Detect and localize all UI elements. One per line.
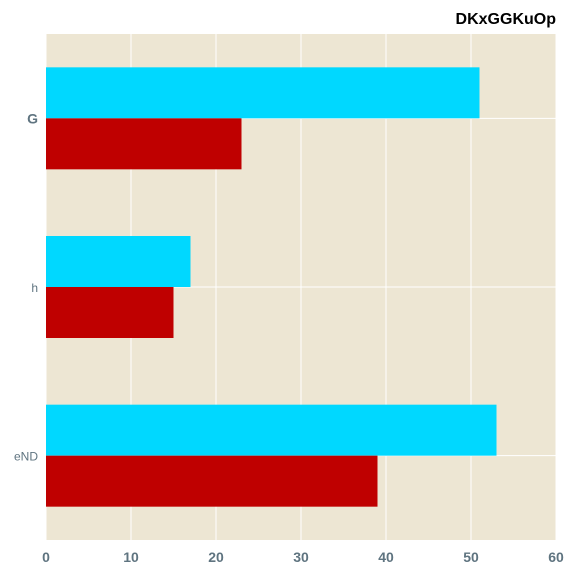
bar-series-1-G bbox=[46, 118, 242, 170]
y-tick-label-G: G bbox=[27, 110, 38, 126]
x-tick-label-1: 10 bbox=[123, 549, 139, 565]
x-tick-label-3: 30 bbox=[293, 549, 309, 565]
bar-series-1-eND bbox=[46, 455, 378, 507]
y-tick-labels: Gh eND bbox=[14, 110, 38, 463]
x-tick-labels: 0 10 20 30 40 50 60 bbox=[42, 549, 564, 565]
bar-series-1-h bbox=[46, 287, 174, 338]
x-tick-label-2: 20 bbox=[208, 549, 224, 565]
bars bbox=[46, 67, 497, 507]
x-tick-label-5: 50 bbox=[463, 549, 479, 565]
bar-series-0-eND bbox=[46, 404, 497, 456]
y-tick-label-eND: eND bbox=[14, 450, 38, 464]
chart-title: DKxGGKuOp bbox=[456, 11, 557, 28]
x-tick-label-0: 0 bbox=[42, 549, 50, 565]
bar-series-0-G bbox=[46, 67, 480, 119]
y-tick-label-h: h bbox=[31, 281, 38, 295]
x-tick-label-4: 40 bbox=[378, 549, 394, 565]
x-tick-label-6: 60 bbox=[548, 549, 564, 565]
bar-series-0-h bbox=[46, 236, 191, 287]
